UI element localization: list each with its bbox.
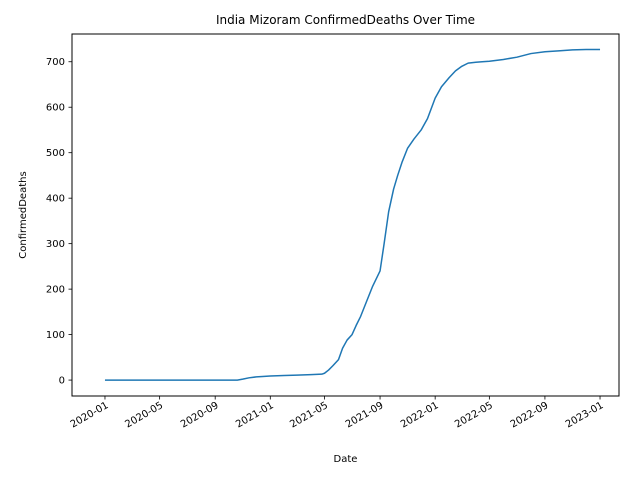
y-tick-label: 700 <box>46 57 65 68</box>
x-tick-label: 2021-05 <box>288 400 330 430</box>
axes-frame <box>71 33 620 397</box>
x-tick-label: 2022-09 <box>509 400 551 430</box>
x-tick-label: 2020-01 <box>69 400 111 430</box>
chart-title: India Mizoram ConfirmedDeaths Over Time <box>216 13 475 27</box>
x-axis: 2020-01 2020-05 2020-09 2021-01 2021-05 2021-… <box>69 396 606 430</box>
y-tick-label: 600 <box>46 103 65 114</box>
x-tick-label: 2020-09 <box>179 400 221 430</box>
y-tick-label: 400 <box>46 194 65 205</box>
x-axis-label: Date <box>334 454 358 465</box>
x-tick-label: 2023-01 <box>564 400 606 430</box>
x-tick-label: 2020-05 <box>123 400 165 430</box>
plot-area: 2020-01 2020-05 2020-09 2021-01 2021-05 2021-… <box>46 33 620 430</box>
y-tick-label: 200 <box>46 285 65 296</box>
x-tick-label: 2022-05 <box>453 400 495 430</box>
y-axis-label: ConfirmedDeaths <box>18 171 29 258</box>
x-tick-label: 2021-01 <box>234 400 276 430</box>
series-line <box>104 48 601 381</box>
y-tick-label: 100 <box>46 330 65 341</box>
y-tick-label: 300 <box>46 239 65 250</box>
y-tick-label: 500 <box>46 148 65 159</box>
y-axis: 0 100 200 300 400 500 600 700 <box>46 57 72 387</box>
y-tick-label: 0 <box>59 376 65 387</box>
x-tick-label: 2021-09 <box>344 400 386 430</box>
x-tick-label: 2022-01 <box>399 400 441 430</box>
